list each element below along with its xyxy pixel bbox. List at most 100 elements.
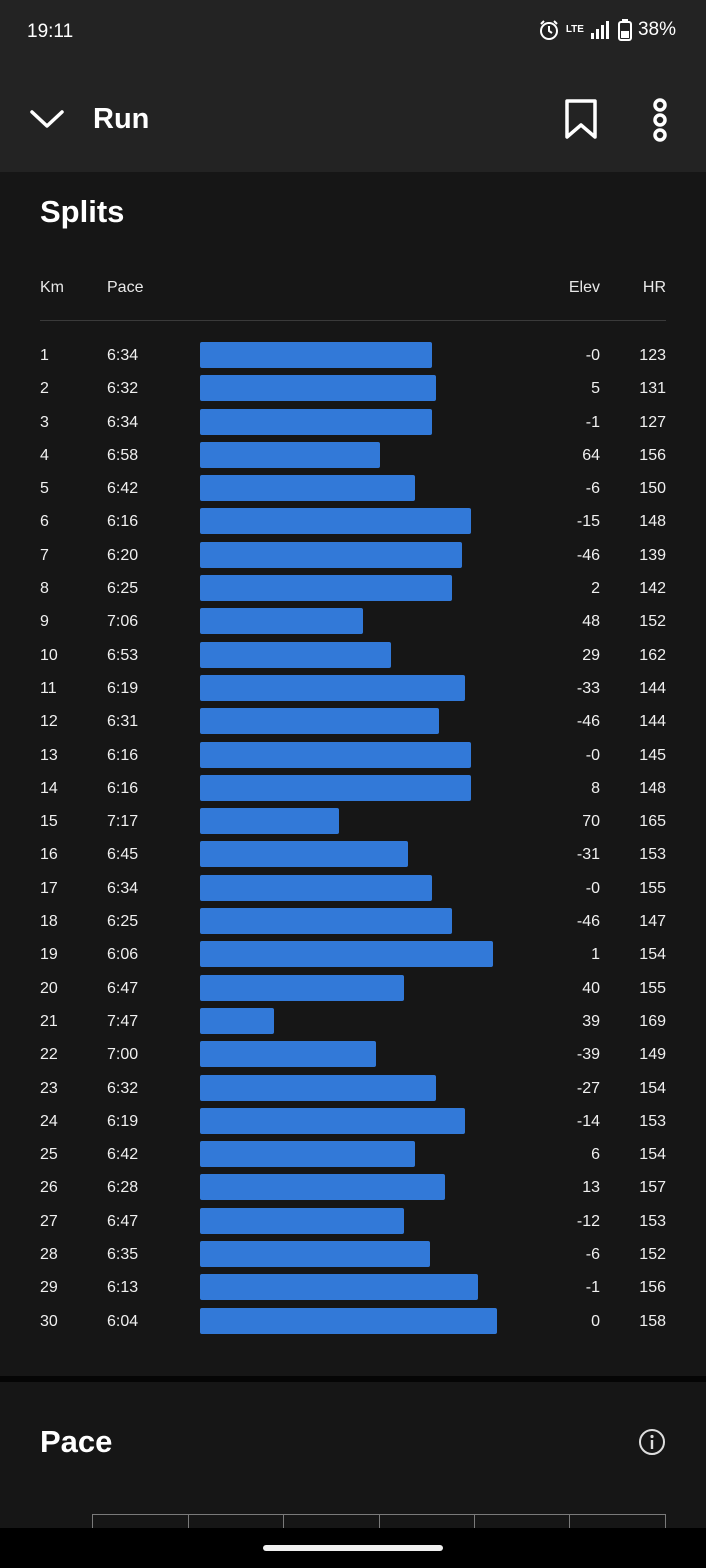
split-pace: 6:35: [107, 1246, 139, 1264]
header-divider: [40, 320, 666, 321]
split-row: 25 6:42 6 154: [0, 1141, 706, 1174]
split-hr: 131: [639, 380, 666, 398]
split-pace-bar: [200, 1041, 376, 1068]
split-hr: 149: [639, 1046, 666, 1064]
split-pace-bar: [200, 941, 493, 968]
split-km: 10: [40, 646, 58, 664]
split-km: 16: [40, 846, 58, 864]
split-km: 15: [40, 813, 58, 831]
split-km: 19: [40, 946, 58, 964]
split-pace-bar: [200, 1174, 446, 1201]
split-km: 5: [40, 480, 49, 498]
split-pace: 6:34: [107, 879, 139, 897]
split-pace-bar: [200, 1307, 497, 1334]
bookmark-button[interactable]: [562, 98, 600, 140]
info-button[interactable]: [638, 1428, 666, 1456]
split-elev: -14: [576, 1112, 600, 1130]
split-row: 29 6:13 -1 156: [0, 1274, 706, 1307]
split-pace-bar: [200, 908, 452, 935]
split-km: 23: [40, 1079, 58, 1097]
split-km: 27: [40, 1212, 58, 1230]
split-hr: 154: [639, 1146, 666, 1164]
split-km: 30: [40, 1312, 58, 1330]
split-km: 4: [40, 446, 49, 464]
split-pace-bar: [200, 841, 409, 868]
split-pace-bar: [200, 674, 465, 701]
status-bar: 19:11 LTE 38%: [0, 0, 706, 66]
km-column-header: Km: [40, 279, 64, 296]
split-elev: -0: [585, 347, 600, 364]
split-elev: -39: [576, 1046, 600, 1064]
split-pace: 6:25: [107, 580, 139, 598]
split-pace-bar: [200, 1207, 404, 1234]
split-pace-bar: [200, 874, 433, 901]
split-km: 11: [40, 679, 57, 697]
split-hr: 158: [639, 1312, 666, 1330]
split-pace-bar: [200, 608, 363, 635]
split-elev: 29: [582, 646, 600, 664]
split-pace: 6:19: [107, 1112, 139, 1130]
split-elev: 48: [582, 613, 600, 631]
split-pace-bar: [200, 408, 433, 435]
split-pace: 6:20: [107, 546, 139, 564]
split-hr: 156: [639, 446, 666, 464]
split-km: 29: [40, 1279, 58, 1297]
split-pace: 7:17: [107, 813, 139, 831]
split-pace-bar: [200, 475, 415, 502]
split-hr: 147: [639, 913, 666, 931]
split-row: 9 7:06 48 152: [0, 608, 706, 641]
split-pace: 6:16: [107, 779, 139, 797]
split-pace-bar: [200, 741, 472, 768]
elev-column-header: Elev: [568, 279, 600, 296]
battery-percent: 38%: [637, 19, 676, 40]
split-hr: 142: [639, 580, 666, 598]
home-gesture-handle[interactable]: [263, 1545, 443, 1551]
split-pace: 6:06: [107, 946, 139, 964]
splits-section: Splits Km Pace Elev HR 1 6:34 -0 123 2 6:32 5 1…: [0, 172, 706, 1376]
split-hr: 145: [639, 746, 666, 764]
split-pace: 6:32: [107, 380, 139, 398]
split-pace-bar: [200, 1007, 274, 1034]
split-row: 11 6:19 -33 144: [0, 674, 706, 708]
more-options-button[interactable]: [645, 98, 675, 142]
split-km: 20: [40, 979, 58, 997]
network-type: LTE: [565, 24, 584, 35]
split-pace: 7:47: [107, 1012, 139, 1030]
collapse-button[interactable]: [28, 102, 66, 136]
split-hr: 148: [639, 513, 666, 531]
split-hr: 127: [639, 413, 666, 431]
split-pace: 6:34: [107, 347, 139, 364]
split-pace: 6:28: [107, 1179, 139, 1197]
split-row: 13 6:16 -0 145: [0, 741, 706, 775]
split-elev: -0: [585, 879, 600, 897]
split-pace: 7:00: [107, 1046, 139, 1064]
app-bar: Run: [0, 66, 706, 172]
split-pace: 6:34: [107, 413, 139, 431]
split-elev: -15: [576, 513, 600, 531]
split-row: 10 6:53 29 162: [0, 641, 706, 675]
split-pace: 6:47: [107, 979, 139, 997]
split-hr: 169: [639, 1012, 666, 1030]
split-hr: 153: [639, 1212, 666, 1230]
split-km: 21: [40, 1012, 58, 1030]
pace-section: Pace: [0, 1382, 706, 1529]
split-hr: 153: [639, 846, 666, 864]
split-km: 12: [40, 713, 58, 731]
split-hr: 152: [639, 613, 666, 631]
split-hr: 156: [639, 1279, 666, 1297]
split-row: 28 6:35 -6 152: [0, 1241, 706, 1274]
split-elev: -31: [576, 846, 600, 864]
split-hr: 153: [639, 1112, 666, 1130]
split-km: 17: [40, 879, 58, 897]
split-pace-bar: [200, 508, 472, 535]
split-elev: 2: [591, 580, 600, 598]
split-pace-bar: [200, 1107, 465, 1134]
split-elev: 5: [591, 380, 600, 398]
split-pace: 6:16: [107, 746, 139, 764]
split-hr: 155: [639, 979, 666, 997]
more-vertical-icon: [653, 98, 667, 142]
split-hr: 154: [639, 946, 666, 964]
split-pace-bar: [200, 1141, 415, 1168]
split-hr: 157: [639, 1179, 666, 1197]
page-title: Run: [93, 103, 150, 135]
